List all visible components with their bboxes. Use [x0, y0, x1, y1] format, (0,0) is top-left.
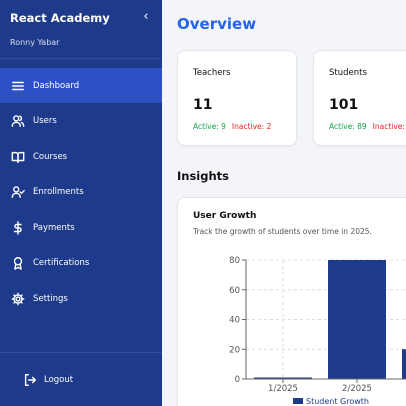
inactive-count: Inactive: 2 [231, 122, 272, 131]
sidebar-item-label: Payments [33, 222, 75, 233]
sidebar-item-dashboard[interactable]: Dashboard [0, 68, 162, 103]
menu-icon [10, 78, 26, 94]
section-title: Insights [177, 169, 230, 183]
sidebar-item-label: Dashboard [33, 80, 80, 91]
y-tick-label: 20 [229, 345, 240, 355]
x-tick-label: 2/2025 [342, 384, 372, 394]
sidebar-item-certifications[interactable]: Certifications [0, 245, 162, 280]
users-icon [10, 113, 26, 129]
chart-subtitle: Track the growth of students over time i… [193, 227, 372, 236]
sidebar: React Academy ‹ Ronny Yabar Dashboard Us… [0, 0, 162, 406]
y-tick-label: 0 [235, 375, 240, 385]
logout-icon [22, 372, 38, 388]
sidebar-item-courses[interactable]: Courses [0, 139, 162, 174]
bar [402, 349, 406, 379]
card-title: Teachers [193, 68, 231, 78]
collapse-sidebar-button[interactable]: ‹ [143, 9, 149, 24]
gear-icon [10, 291, 26, 307]
sidebar-divider [0, 352, 162, 353]
user-check-icon [10, 184, 26, 200]
page-title: Overview [177, 15, 257, 33]
legend-label: Student Growth [306, 397, 369, 406]
stat-card-students: Students 101 Active: 89 Inactive: 12 [313, 50, 406, 146]
active-count: Active: 9 [193, 122, 226, 131]
card-title: Students [329, 68, 367, 78]
sidebar-item-label: Enrollments [33, 186, 84, 197]
card-value: 101 [329, 97, 359, 113]
logout-button[interactable]: Logout [22, 372, 73, 388]
y-tick-label: 40 [229, 316, 240, 326]
sidebar-item-label: Users [33, 115, 57, 126]
brand-title: React Academy [10, 11, 110, 25]
bar [254, 377, 312, 379]
sidebar-divider [0, 58, 162, 59]
logout-label: Logout [44, 375, 74, 385]
book-icon [10, 149, 26, 165]
sidebar-item-users[interactable]: Users [0, 103, 162, 138]
sidebar-item-label: Certifications [33, 257, 90, 268]
card-value: 11 [193, 97, 213, 113]
main-content: Overview Teachers 11 Active: 9 Inactive: … [162, 0, 406, 406]
card-stats: Active: 9 Inactive: 2 [193, 122, 271, 131]
x-tick-label: 1/2025 [268, 384, 298, 394]
stat-card-teachers: Teachers 11 Active: 9 Inactive: 2 [177, 50, 297, 146]
user-name: Ronny Yabar [10, 38, 60, 47]
chart-card: User Growth Track the growth of students… [177, 197, 406, 406]
y-tick-label: 80 [229, 256, 240, 266]
legend-swatch [293, 398, 303, 404]
award-icon [10, 255, 26, 271]
dollar-icon [10, 220, 26, 236]
card-stats: Active: 89 Inactive: 12 [329, 122, 406, 131]
sidebar-item-label: Settings [33, 293, 68, 304]
bar [328, 260, 386, 379]
sidebar-item-enrollments[interactable]: Enrollments [0, 174, 162, 209]
inactive-count: Inactive: 12 [372, 122, 406, 131]
sidebar-item-payments[interactable]: Payments [0, 210, 162, 245]
sidebar-item-label: Courses [33, 151, 68, 162]
sidebar-item-settings[interactable]: Settings [0, 281, 162, 316]
y-tick-label: 60 [229, 286, 240, 296]
active-count: Active: 89 [329, 122, 367, 131]
chart-title: User Growth [193, 211, 257, 221]
